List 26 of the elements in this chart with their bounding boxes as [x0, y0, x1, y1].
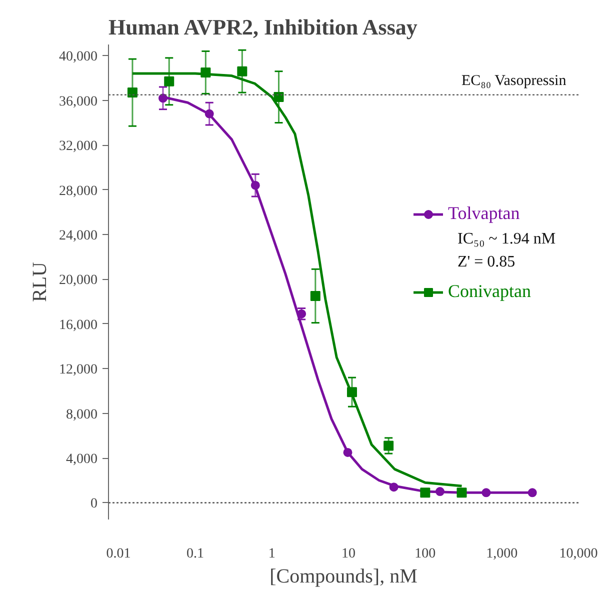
- x-tick-label: 100: [414, 546, 436, 562]
- y-tick-label: 0: [90, 496, 98, 512]
- y-tick-label: 20,000: [59, 273, 98, 288]
- x-tick-label: 0.1: [186, 546, 204, 562]
- y-tick-label: 28,000: [59, 184, 98, 199]
- y-tick-label: 4,000: [66, 452, 98, 468]
- y-tick-label: 24,000: [59, 228, 98, 244]
- y-tick-label: 12,000: [59, 362, 98, 378]
- annotation: Z' = 0.85: [458, 254, 516, 270]
- y-tick-label: 32,000: [59, 139, 98, 154]
- x-tick-label: 1,000: [486, 546, 518, 562]
- y-tick-label: 36,000: [59, 94, 98, 110]
- chart-title: Human AVPR2, Inhibition Assay: [108, 14, 418, 40]
- y-axis-title: RLU: [29, 261, 51, 302]
- x-axis-title: [Compounds], nM: [270, 566, 418, 588]
- annotation: IC₅₀ ~ 1.94 nM: [458, 230, 556, 248]
- legend-label: Tolvaptan: [448, 203, 520, 224]
- y-tick-label: 8,000: [66, 407, 98, 422]
- x-tick-label: 1: [268, 546, 276, 562]
- x-tick-label: 10,000: [559, 546, 598, 562]
- y-tick-label: 40,000: [59, 50, 98, 65]
- x-tick-label: 10: [342, 546, 356, 562]
- ref-line-label: EC₈₀ Vasopressin: [461, 72, 567, 89]
- legend-label: Conivaptan: [448, 281, 531, 302]
- y-tick-label: 16,000: [59, 318, 98, 333]
- x-tick-label: 0.01: [106, 546, 131, 562]
